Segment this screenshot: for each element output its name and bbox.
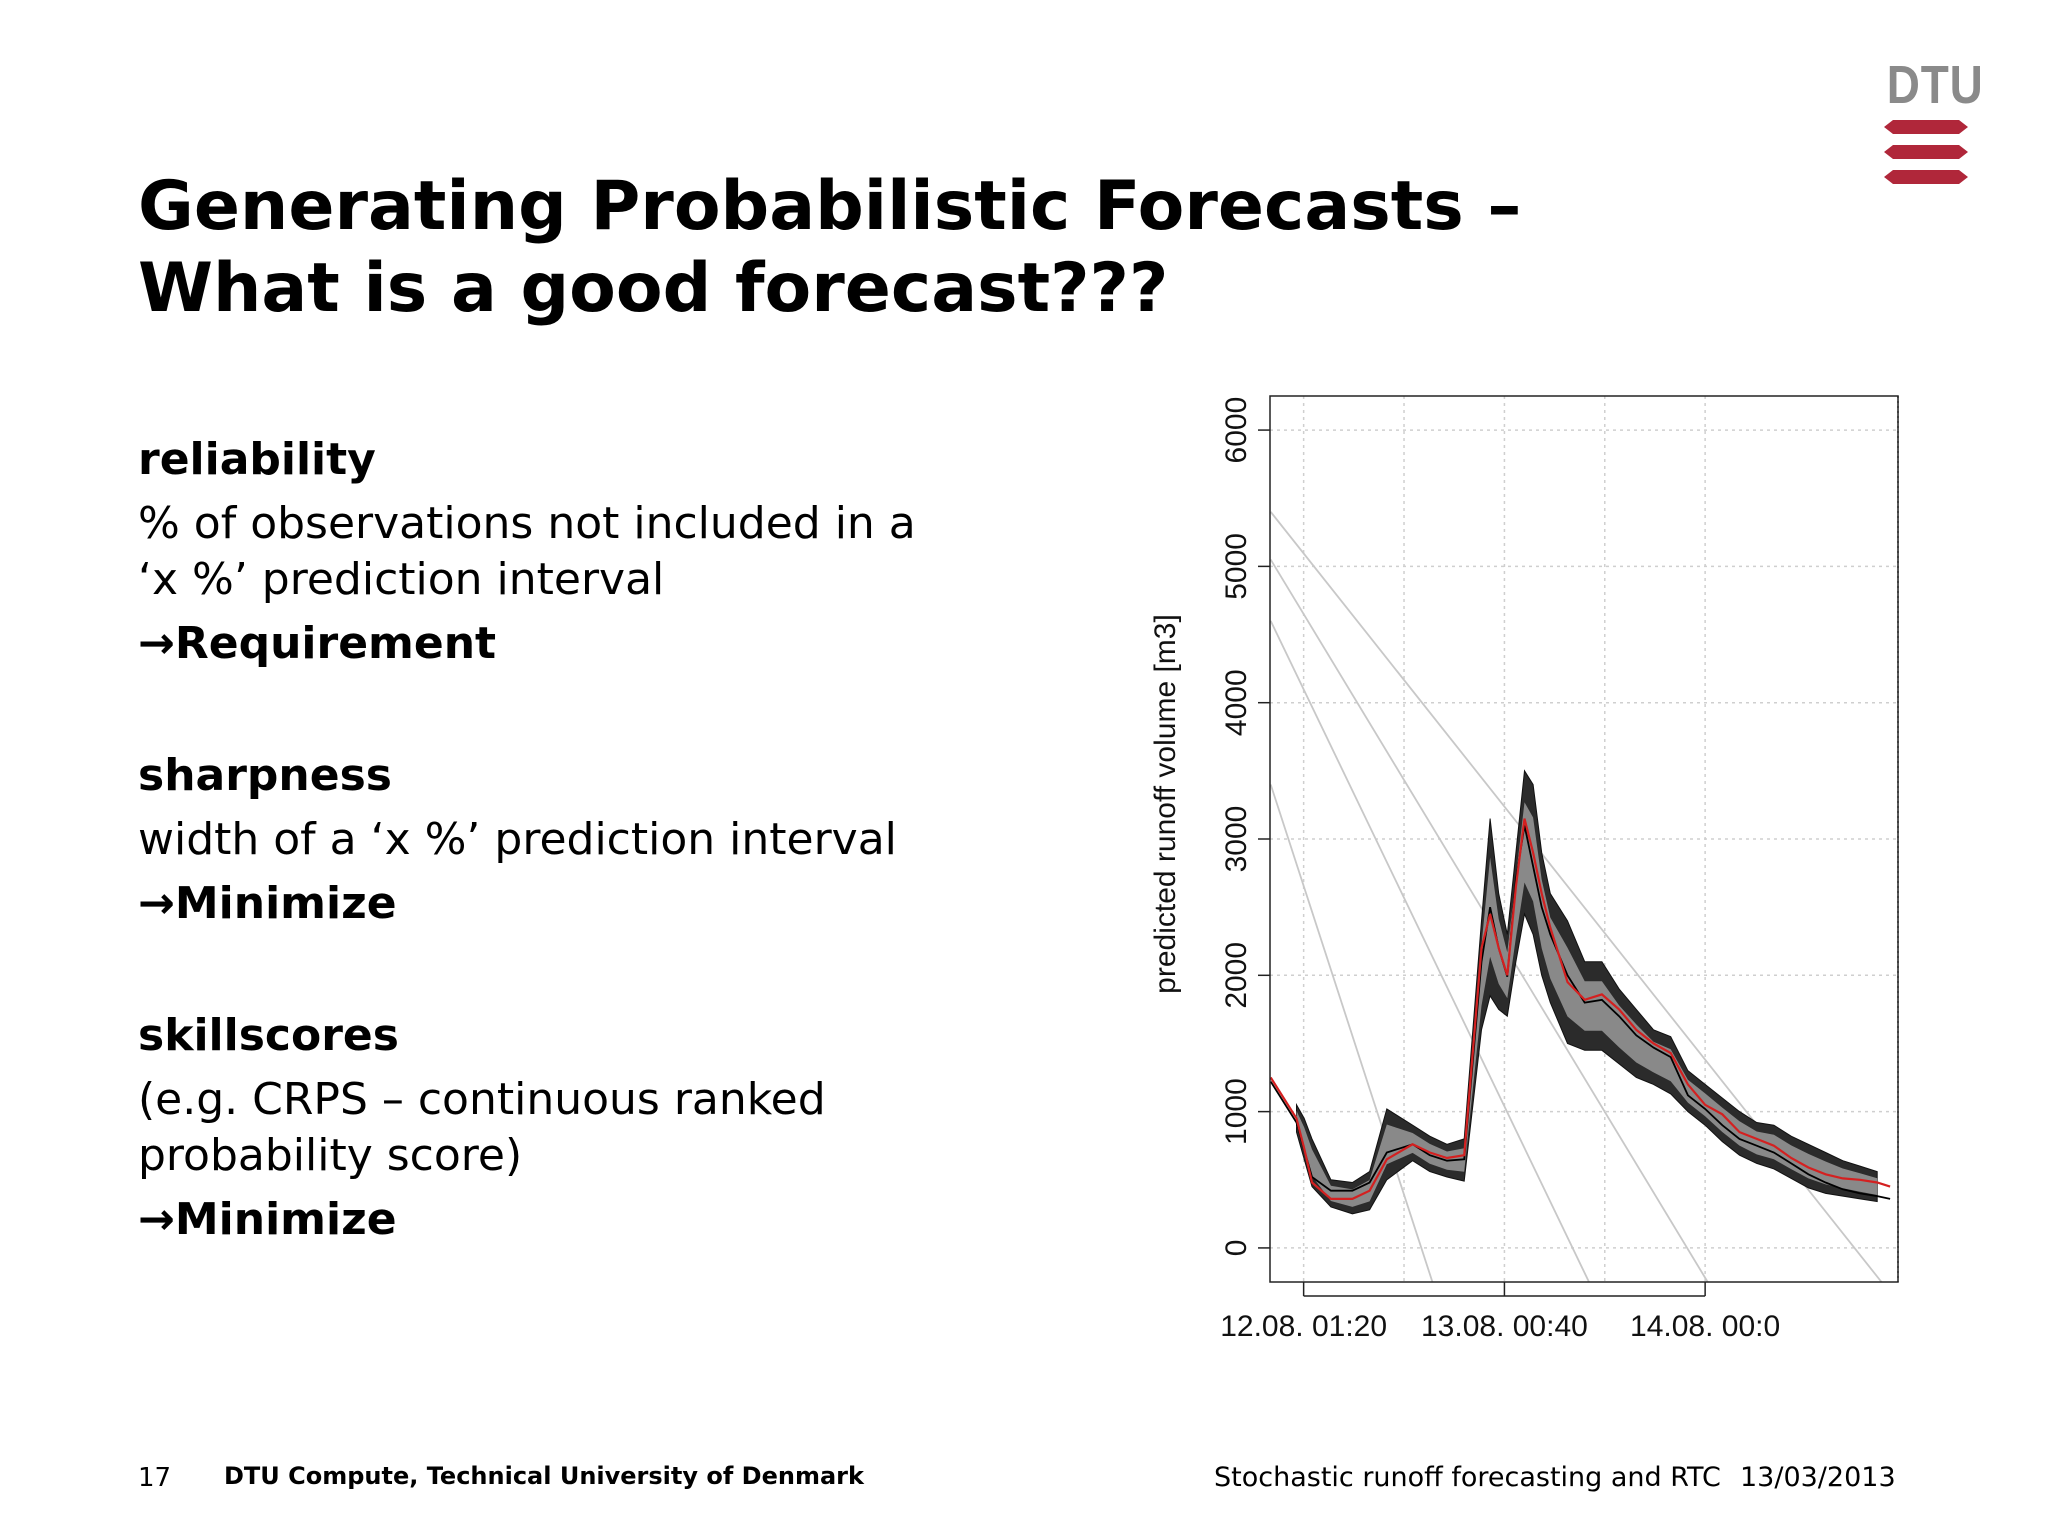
x-tick-label: 12.08. 01:20 bbox=[1220, 1310, 1387, 1343]
y-tick-label: 4000 bbox=[1220, 669, 1253, 736]
criterion-description-line: probability score) bbox=[138, 1130, 523, 1181]
right-arrow-icon: → bbox=[138, 1194, 175, 1245]
criterion-description-line: % of observations not included in a bbox=[138, 498, 916, 549]
prediction-interval-inner-band bbox=[1296, 802, 1878, 1207]
criterion-conclusion: →Requirement bbox=[138, 616, 1038, 672]
page-number: 17 bbox=[138, 1463, 172, 1493]
y-tick-label: 0 bbox=[1220, 1240, 1253, 1257]
y-tick-label: 2000 bbox=[1220, 942, 1253, 1009]
criterion-reliability: reliability % of observations not includ… bbox=[138, 432, 1038, 672]
criterion-heading: skillscores bbox=[138, 1010, 399, 1061]
criteria-list: reliability % of observations not includ… bbox=[138, 432, 1038, 1248]
footer-talk-title: Stochastic runoff forecasting and RTC bbox=[1214, 1462, 1721, 1493]
criterion-description: width of a ‘x %’ prediction interval bbox=[138, 812, 1038, 868]
criterion-description: (e.g. CRPS – continuous ranked probabili… bbox=[138, 1072, 1038, 1184]
horizon-guide-line bbox=[1269, 620, 1590, 1283]
horizon-guide-line bbox=[1269, 784, 1434, 1283]
criterion-conclusion-text: Minimize bbox=[174, 878, 397, 929]
slide-title-line-2: What is a good forecast??? bbox=[138, 249, 1169, 328]
dtu-logo: DTU bbox=[1880, 55, 1984, 188]
y-tick-label: 5000 bbox=[1220, 533, 1253, 600]
criterion-conclusion-text: Requirement bbox=[174, 618, 497, 669]
right-arrow-icon: → bbox=[138, 878, 175, 929]
criterion-heading: reliability bbox=[138, 434, 376, 485]
footer-date: 13/03/2013 bbox=[1740, 1462, 1896, 1493]
criterion-description: % of observations not included in a ‘x %… bbox=[138, 496, 1038, 608]
footer-institution: DTU Compute, Technical University of Den… bbox=[224, 1462, 864, 1490]
median-forecast-line bbox=[1269, 818, 1891, 1200]
criterion-description-line: width of a ‘x %’ prediction interval bbox=[138, 814, 897, 865]
criterion-sharpness: sharpness width of a ‘x %’ prediction in… bbox=[138, 748, 1038, 932]
criterion-skillscores: skillscores (e.g. CRPS – continuous rank… bbox=[138, 1008, 1038, 1248]
criterion-heading: sharpness bbox=[138, 750, 392, 801]
criterion-description-line: ‘x %’ prediction interval bbox=[138, 554, 665, 605]
criterion-conclusion: →Minimize bbox=[138, 876, 1038, 932]
y-tick-label: 6000 bbox=[1220, 397, 1253, 464]
criterion-conclusion: →Minimize bbox=[138, 1192, 1038, 1248]
dtu-logo-mark-icon bbox=[1884, 120, 1968, 184]
y-tick-label: 3000 bbox=[1220, 806, 1253, 873]
dtu-logo-text: DTU bbox=[1886, 55, 1984, 115]
observed-runoff-line bbox=[1269, 825, 1891, 1200]
runoff-forecast-chart: 0 1000 2000 3000 4000 5000 6000 12.08. 01:20 13.… bbox=[1149, 395, 1899, 1343]
criterion-description-line: (e.g. CRPS – continuous ranked bbox=[138, 1074, 826, 1125]
y-axis-label: predicted runoff volume [m3] bbox=[1149, 614, 1182, 994]
right-arrow-icon: → bbox=[138, 618, 175, 669]
slide-title: Generating Probabilistic Forecasts – Wha… bbox=[138, 166, 1738, 330]
criterion-conclusion-text: Minimize bbox=[174, 1194, 397, 1245]
y-tick-label: 1000 bbox=[1220, 1078, 1253, 1145]
x-tick-label: 13.08. 00:40 bbox=[1421, 1310, 1588, 1343]
x-tick-label: 14.08. 00:0 bbox=[1630, 1310, 1780, 1343]
slide-title-line-1: Generating Probabilistic Forecasts – bbox=[138, 167, 1522, 246]
